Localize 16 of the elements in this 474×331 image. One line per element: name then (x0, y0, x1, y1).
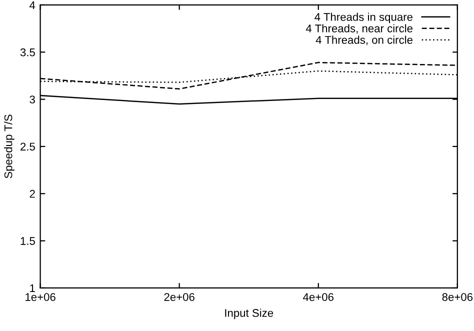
y-tick-label: 1 (30, 284, 35, 292)
x-tick-label: 2e+06 (164, 293, 194, 301)
y-tick-label: 2 (30, 190, 35, 198)
y-tick-label: 3.5 (20, 48, 35, 56)
y-tick-label: 2.5 (20, 142, 35, 151)
legend-label: 4 Threads, on circle (316, 36, 412, 46)
legend-label: 4 Threads in square (314, 12, 412, 24)
x-tick-label: 1e+06 (26, 293, 56, 301)
y-tick-label: 4 (30, 1, 36, 9)
x-axis-title: Input Size (225, 308, 274, 320)
x-tick-label: 4e+06 (303, 293, 334, 301)
x-tick-label: 8e+06 (442, 293, 473, 301)
legend-label: 4 Threads, near circle (306, 24, 412, 34)
y-axis-title: Speedup T/S (4, 114, 14, 178)
y-tick-label: 3 (30, 96, 35, 104)
y-tick-label: 1.5 (20, 237, 35, 245)
